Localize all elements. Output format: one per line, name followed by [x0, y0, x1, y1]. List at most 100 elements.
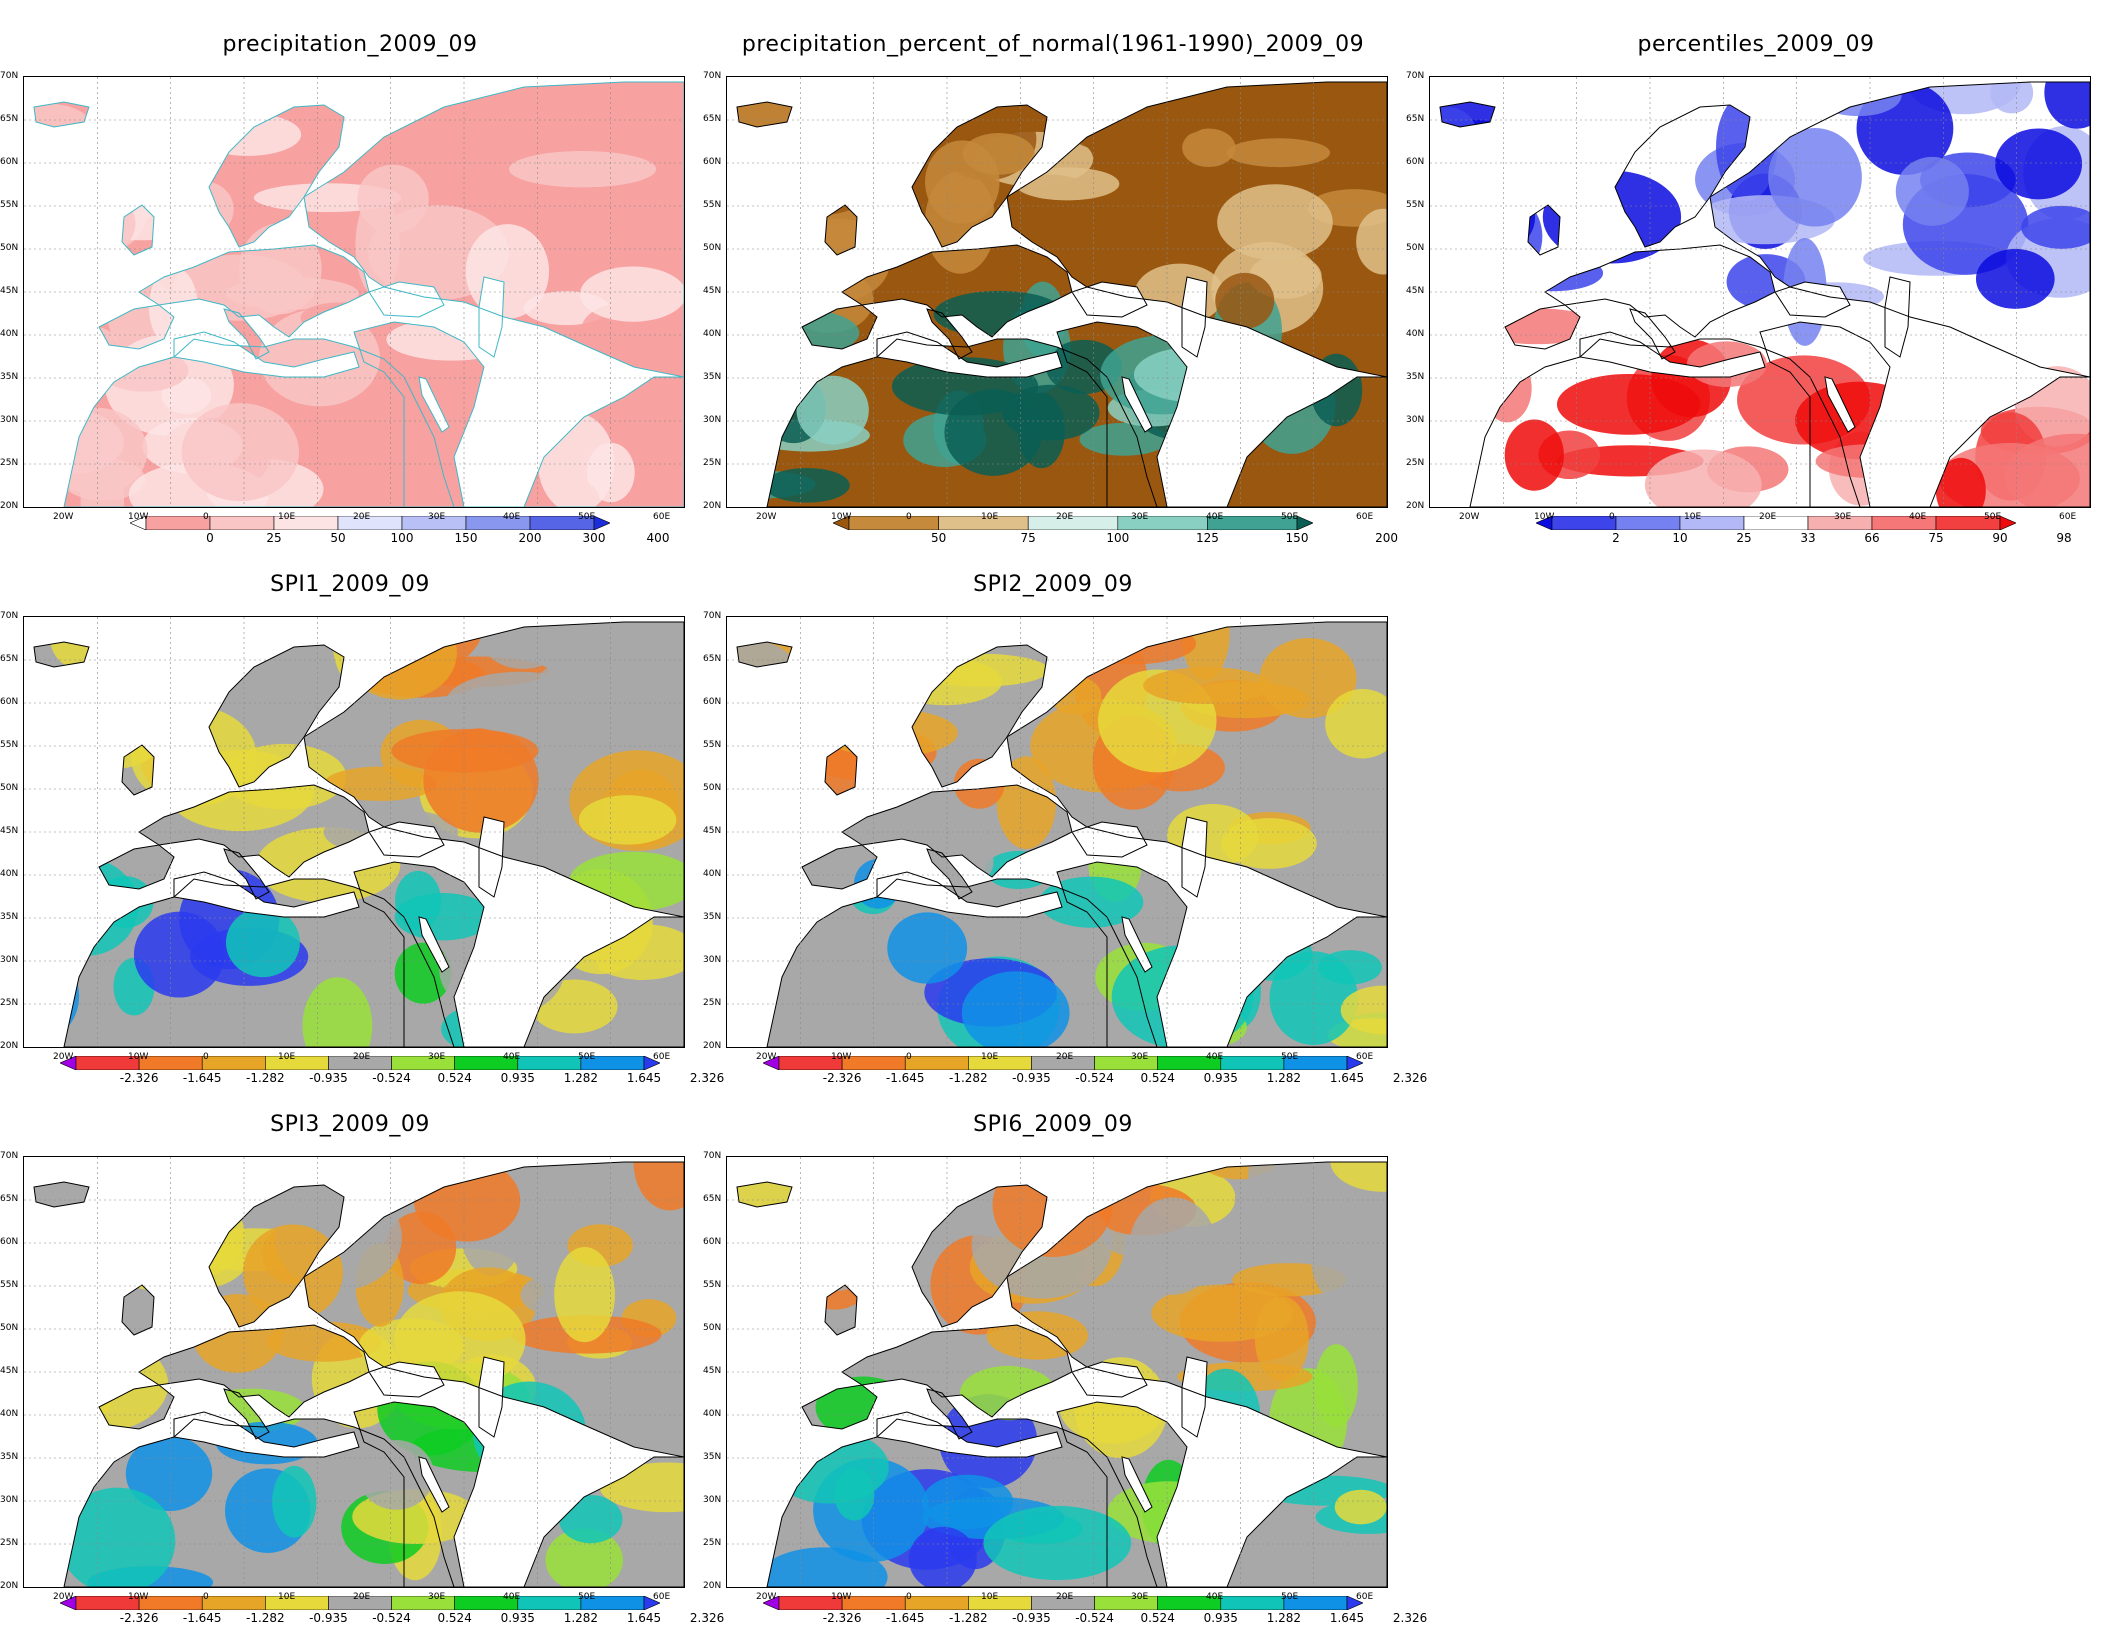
- lon-tick-label: 50E: [578, 1592, 596, 1602]
- lon-tick-label: 50E: [1281, 1592, 1299, 1602]
- lon-tick-label: 60E: [1356, 512, 1374, 522]
- map-svg: [24, 617, 684, 1047]
- colorbar-swatch: [201, 1595, 266, 1611]
- colorbar-swatch: [1220, 1055, 1285, 1071]
- panel-spi6: SPI6_2009_09 -2.326 -1.645 -1.282 -0.935 -0.…: [703, 1100, 1427, 1640]
- lat-tick-label: 35N: [0, 1452, 19, 1462]
- lon-tick-label: 0: [906, 512, 912, 522]
- colorbar-arrow-right: [1346, 1595, 1364, 1611]
- lon-tick-label: 50E: [1281, 1052, 1299, 1062]
- lat-tick-label: 20N: [703, 501, 722, 511]
- map-svg: [727, 1157, 1387, 1587]
- lat-tick-label: 40N: [0, 329, 19, 339]
- colorbar-tick-label: 0.524: [437, 1611, 472, 1625]
- colorbar-tick-label: -0.935: [309, 1611, 348, 1625]
- colorbar-tick-label: -0.935: [309, 1071, 348, 1085]
- lat-tick-label: 65N: [703, 1194, 722, 1204]
- lon-tick-label: 60E: [653, 512, 671, 522]
- lon-tick-label: 60E: [1356, 1052, 1374, 1062]
- colorbar-tick-label: 1.645: [1329, 1071, 1365, 1085]
- lat-tick-label: 70N: [0, 1151, 19, 1161]
- panel-title: SPI3_2009_09: [270, 1112, 430, 1137]
- colorbar-swatch: [265, 1055, 329, 1071]
- panel-title: precipitation_percent_of_normal(1961-199…: [741, 32, 1365, 57]
- lat-tick-label: 65N: [703, 114, 722, 124]
- colorbar-arrow-right: [1999, 515, 2017, 531]
- colorbar-swatch: [138, 1595, 203, 1611]
- lon-tick-label: 0: [906, 1592, 912, 1602]
- colorbar-swatch: [968, 1055, 1032, 1071]
- lat-tick-label: 30N: [0, 955, 19, 965]
- colorbar: 50 75 100 125 150 200: [832, 515, 1398, 549]
- colorbar-swatch: [265, 1595, 329, 1611]
- lat-tick-label: 30N: [0, 1495, 19, 1505]
- lat-tick-label: 60N: [703, 1237, 722, 1247]
- colorbar-swatch: [391, 1595, 455, 1611]
- colorbar-tick-label: -1.282: [245, 1071, 285, 1085]
- colorbar-tick-label: -1.645: [182, 1071, 222, 1085]
- lat-tick-label: 60N: [703, 697, 722, 707]
- lon-tick-label: 20W: [1459, 512, 1480, 522]
- colorbar-tick-label: 400: [646, 531, 670, 545]
- colorbar-svg: [1535, 515, 2017, 531]
- lon-tick-label: 30E: [1131, 1052, 1149, 1062]
- map-plot: [23, 616, 685, 1048]
- lon-tick-label: 0: [203, 1592, 209, 1602]
- lat-tick-label: 20N: [1406, 501, 1425, 511]
- lat-tick-label: 50N: [703, 783, 722, 793]
- lat-tick-label: 70N: [703, 1151, 722, 1161]
- lat-tick-label: 20N: [0, 501, 19, 511]
- lat-tick-label: 25N: [703, 1538, 722, 1548]
- lon-tick-label: 60E: [653, 1052, 671, 1062]
- lat-tick-label: 30N: [703, 1495, 722, 1505]
- lon-tick-label: 20E: [353, 512, 371, 522]
- lon-tick-label: 10E: [1684, 512, 1702, 522]
- lat-tick-label: 30N: [0, 415, 19, 425]
- lat-tick-label: 65N: [0, 654, 19, 664]
- lat-tick-label: 25N: [703, 458, 722, 468]
- lon-tick-label: 40E: [1206, 1052, 1224, 1062]
- lon-tick-label: 30E: [428, 1052, 446, 1062]
- lat-tick-label: 45N: [703, 286, 722, 296]
- lon-tick-label: 20W: [53, 1052, 74, 1062]
- lat-tick-label: 40N: [703, 1409, 722, 1419]
- colorbar-swatch: [1220, 1595, 1285, 1611]
- lon-tick-label: 0: [203, 512, 209, 522]
- colorbar-arrow-right: [1296, 515, 1314, 531]
- panel-title: SPI2_2009_09: [973, 572, 1133, 597]
- lon-tick-label: 20E: [1056, 512, 1074, 522]
- colorbar-swatch: [517, 1055, 582, 1071]
- lat-tick-label: 45N: [0, 826, 19, 836]
- lon-tick-label: 30E: [428, 1592, 446, 1602]
- lat-tick-label: 50N: [0, 243, 19, 253]
- lon-tick-label: 60E: [1356, 1592, 1374, 1602]
- lat-tick-label: 40N: [703, 869, 722, 879]
- colorbar-tick-label: -2.326: [822, 1611, 862, 1625]
- lon-tick-label: 0: [1609, 512, 1615, 522]
- lon-tick-label: 10W: [128, 1052, 149, 1062]
- colorbar-swatch: [209, 515, 275, 531]
- colorbar-tick-label: -0.935: [1012, 1611, 1051, 1625]
- lon-tick-label: 20E: [1759, 512, 1777, 522]
- lat-tick-label: 40N: [1406, 329, 1425, 339]
- colorbar-tick-label: 0.935: [1203, 1071, 1238, 1085]
- colorbar-tick-label: -0.524: [372, 1071, 411, 1085]
- lon-tick-label: 30E: [1131, 1592, 1149, 1602]
- colorbar-tick-label: 150: [1285, 531, 1309, 545]
- lon-tick-label: 10E: [278, 1052, 296, 1062]
- lon-tick-label: 50E: [1984, 512, 2002, 522]
- colorbar-swatch: [145, 515, 211, 531]
- panel-spi2: SPI2_2009_09 -2.326 -1.645 -1.282 -0.935 -0.…: [703, 560, 1427, 1100]
- lon-tick-label: 20W: [53, 1592, 74, 1602]
- colorbar-arrow-right: [593, 515, 611, 531]
- colorbar: -2.326 -1.645 -1.282 -0.935 -0.524 0.524 0.935…: [762, 1055, 1427, 1089]
- colorbar-tick-label: -0.524: [372, 1611, 411, 1625]
- lat-tick-label: 60N: [1406, 157, 1425, 167]
- lon-tick-label: 40E: [503, 1592, 521, 1602]
- colorbar-tick-label: 1.282: [1266, 1611, 1302, 1625]
- colorbar-tick-label: 50: [330, 531, 346, 545]
- lon-tick-label: 60E: [653, 1592, 671, 1602]
- lat-tick-label: 50N: [1406, 243, 1425, 253]
- colorbar-tick-label: 10: [1672, 531, 1688, 545]
- panel-title: SPI1_2009_09: [270, 572, 430, 597]
